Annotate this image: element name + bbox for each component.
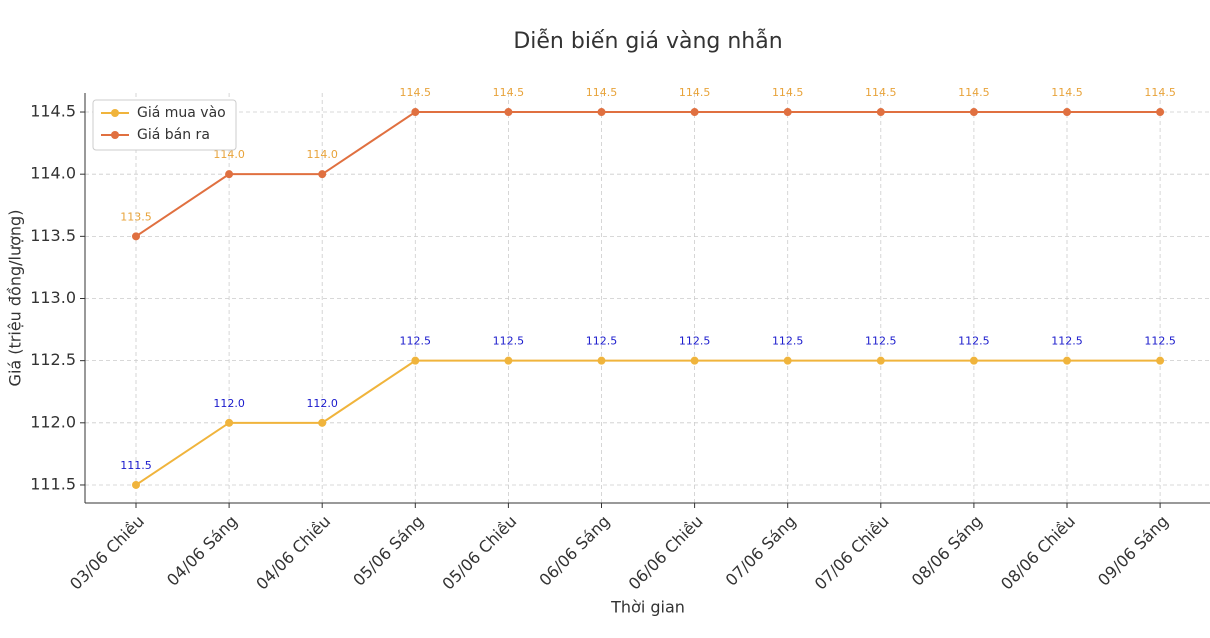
y-tick-label: 114.5	[30, 102, 76, 121]
data-point	[597, 356, 606, 365]
data-point	[504, 356, 513, 365]
x-tick-label: 07/06 Sáng	[722, 512, 800, 590]
data-point	[783, 356, 792, 365]
data-label: 112.5	[586, 335, 618, 348]
data-point	[690, 108, 699, 117]
x-tick-label: 09/06 Sáng	[1094, 512, 1172, 590]
x-tick-label: 07/06 Chiều	[811, 512, 893, 594]
y-axis-label: Giá (triệu đồng/lượng)	[6, 210, 25, 387]
legend-swatch	[111, 131, 119, 139]
data-label: 112.5	[493, 335, 525, 348]
data-point	[690, 356, 699, 365]
data-point	[597, 108, 606, 117]
y-tick-label: 114.0	[30, 164, 76, 183]
data-label: 111.5	[120, 459, 152, 472]
data-label: 112.0	[213, 397, 245, 410]
data-point	[1063, 356, 1071, 365]
legend-label: Giá bán ra	[137, 127, 210, 143]
data-label: 114.0	[306, 148, 338, 161]
data-point	[1156, 108, 1165, 117]
data-label: 114.5	[772, 86, 804, 99]
data-label: 112.5	[1144, 335, 1176, 348]
data-point	[132, 480, 140, 489]
data-label: 112.5	[865, 335, 897, 348]
y-tick-label: 111.5	[30, 474, 76, 493]
data-point	[225, 418, 234, 427]
x-tick-label: 06/06 Chiều	[625, 512, 707, 594]
x-tick-label: 08/06 Chiều	[997, 512, 1079, 594]
y-tick-label: 112.0	[30, 412, 76, 431]
data-point	[876, 356, 885, 365]
data-point	[876, 108, 885, 117]
data-label: 114.5	[493, 86, 525, 99]
data-label: 113.5	[120, 210, 152, 223]
x-tick-label: 06/06 Sáng	[535, 512, 613, 590]
y-tick-label: 112.5	[30, 350, 76, 369]
data-label: 114.0	[213, 148, 245, 161]
data-point	[225, 170, 234, 179]
data-label: 114.5	[865, 86, 897, 99]
data-label: 112.0	[306, 397, 338, 410]
y-tick-label: 113.0	[30, 288, 76, 307]
x-tick-label: 04/06 Chiều	[252, 512, 334, 594]
series-line	[135, 111, 1161, 238]
x-tick-label: 03/06 Chiều	[66, 512, 148, 594]
y-tick-label: 113.5	[30, 226, 76, 245]
data-point	[783, 108, 792, 117]
data-label: 112.5	[958, 335, 990, 348]
data-point	[504, 108, 513, 117]
data-label: 114.5	[1051, 86, 1083, 99]
data-label: 114.5	[958, 86, 990, 99]
legend-label: Giá mua vào	[137, 105, 226, 121]
data-point	[411, 356, 420, 365]
x-axis-label: Thời gian	[610, 598, 685, 617]
data-point	[411, 108, 420, 117]
x-tick-label: 05/06 Sáng	[349, 512, 427, 590]
data-label: 112.5	[1051, 335, 1083, 348]
x-tick-label: 05/06 Chiều	[438, 512, 520, 594]
x-tick-label: 04/06 Sáng	[163, 512, 241, 590]
series-line	[135, 359, 1161, 486]
data-label: 112.5	[400, 335, 432, 348]
data-point	[969, 108, 978, 117]
data-label: 114.5	[679, 86, 711, 99]
data-label: 114.5	[1144, 86, 1176, 99]
data-point	[969, 356, 978, 365]
data-point	[1063, 108, 1071, 117]
chart-title: Diễn biến giá vàng nhẫn	[513, 28, 782, 54]
data-point	[318, 418, 327, 427]
data-label: 112.5	[679, 335, 711, 348]
data-label: 114.5	[586, 86, 618, 99]
data-point	[132, 232, 140, 241]
data-point	[1156, 356, 1165, 365]
legend-swatch	[111, 109, 119, 117]
x-tick-label: 08/06 Sáng	[908, 512, 986, 590]
data-point	[318, 170, 327, 179]
data-label: 112.5	[772, 335, 804, 348]
data-label: 114.5	[400, 86, 432, 99]
